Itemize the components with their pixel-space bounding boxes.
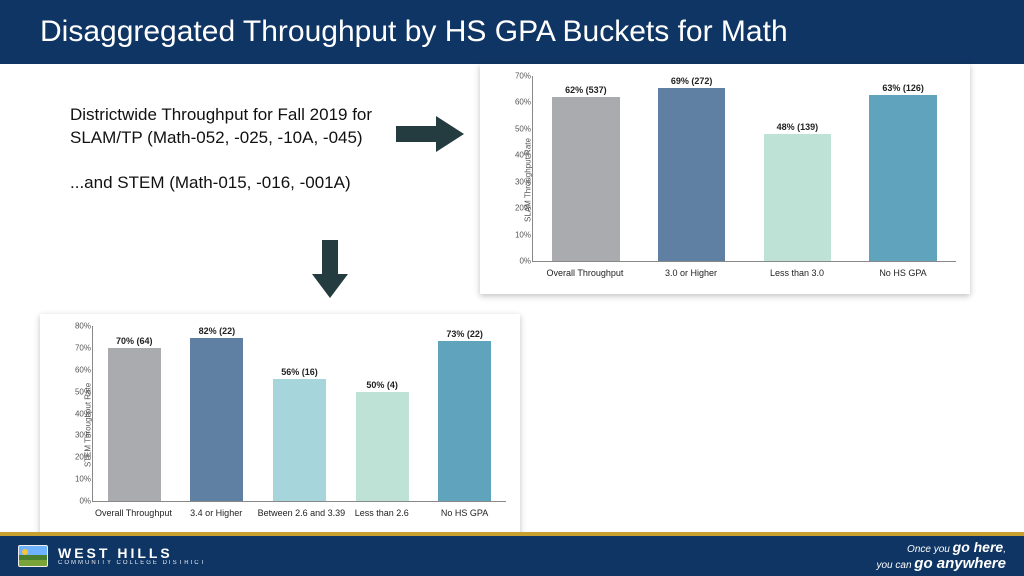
slide-body: Districtwide Throughput for Fall 2019 fo… bbox=[0, 64, 1024, 532]
x-category: Less than 3.0 bbox=[744, 262, 850, 288]
x-category: No HS GPA bbox=[850, 262, 956, 288]
bar bbox=[552, 97, 620, 261]
slam-chart-xaxis: Overall Throughput3.0 or HigherLess than… bbox=[532, 262, 956, 288]
ytick: 40% bbox=[511, 151, 531, 160]
stem-chart-bars: 70% (64) 82% (22) 56% (16) 50% (4) 73% (22) bbox=[93, 326, 506, 501]
bar-value-label: 50% (4) bbox=[366, 380, 398, 390]
bar-value-label: 82% (22) bbox=[199, 326, 236, 336]
arrow-right-icon bbox=[396, 114, 466, 154]
bar-wrap: 50% (4) bbox=[341, 326, 424, 501]
bar-wrap: 48% (139) bbox=[745, 76, 851, 261]
ytick: 30% bbox=[71, 431, 91, 440]
bar-wrap: 73% (22) bbox=[423, 326, 506, 501]
ytick: 40% bbox=[71, 409, 91, 418]
arrow-down-icon bbox=[310, 240, 350, 300]
x-category: 3.4 or Higher bbox=[175, 502, 258, 528]
slam-chart: SLAM Throughput Rate 62% (537)69% (272)4… bbox=[480, 64, 970, 294]
bar bbox=[108, 348, 161, 501]
footer-motto: Once you go here, you can go anywhere bbox=[876, 540, 1006, 571]
stem-chart-xaxis: Overall Throughput3.4 or HigherBetween 2… bbox=[92, 502, 506, 528]
x-category: Overall Throughput bbox=[532, 262, 638, 288]
x-category: Less than 2.6 bbox=[340, 502, 423, 528]
bar-wrap: 82% (22) bbox=[176, 326, 259, 501]
footer-brand: WEST HILLS COMMUNITY COLLEGE DISTRICT bbox=[18, 545, 206, 567]
bar-value-label: 48% (139) bbox=[777, 122, 819, 132]
description-block: Districtwide Throughput for Fall 2019 fo… bbox=[70, 104, 390, 217]
bar-wrap: 56% (16) bbox=[258, 326, 341, 501]
slam-chart-bars: 62% (537) 69% (272) 48% (139) 63% (126) bbox=[533, 76, 956, 261]
bar-value-label: 63% (126) bbox=[882, 83, 924, 93]
bar bbox=[658, 88, 726, 261]
desc-stem: ...and STEM (Math-015, -016, -001A) bbox=[70, 172, 390, 195]
ytick: 10% bbox=[511, 230, 531, 239]
bar-wrap: 70% (64) bbox=[93, 326, 176, 501]
x-category: Between 2.6 and 3.39 bbox=[258, 502, 341, 528]
ytick: 80% bbox=[71, 322, 91, 331]
ytick: 70% bbox=[71, 343, 91, 352]
ytick: 60% bbox=[511, 98, 531, 107]
footer: WEST HILLS COMMUNITY COLLEGE DISTRICT On… bbox=[0, 532, 1024, 576]
slam-chart-plot: 62% (537)69% (272)48% (139)63% (126) 0%1… bbox=[532, 76, 956, 262]
stem-chart: STEM Throughput Rate 70% (64)82% (22)56%… bbox=[40, 314, 520, 534]
bar-wrap: 62% (537) bbox=[533, 76, 639, 261]
x-category: 3.0 or Higher bbox=[638, 262, 744, 288]
brand-logo-icon bbox=[18, 545, 48, 567]
motto-line-1: Once you go here, bbox=[876, 540, 1006, 556]
brand-top: WEST HILLS bbox=[58, 546, 206, 560]
title-bar: Disaggregated Throughput by HS GPA Bucke… bbox=[0, 0, 1024, 64]
bar bbox=[438, 341, 491, 501]
ytick: 70% bbox=[511, 72, 531, 81]
bar-value-label: 62% (537) bbox=[565, 85, 607, 95]
bar-wrap: 63% (126) bbox=[850, 76, 956, 261]
bar bbox=[356, 392, 409, 501]
ytick: 10% bbox=[71, 475, 91, 484]
bar bbox=[764, 134, 832, 261]
bar bbox=[869, 95, 937, 262]
ytick: 50% bbox=[71, 387, 91, 396]
page-title: Disaggregated Throughput by HS GPA Bucke… bbox=[40, 15, 788, 49]
ytick: 0% bbox=[511, 257, 531, 266]
ytick: 30% bbox=[511, 177, 531, 186]
desc-slam: Districtwide Throughput for Fall 2019 fo… bbox=[70, 104, 390, 150]
x-category: No HS GPA bbox=[423, 502, 506, 528]
ytick: 50% bbox=[511, 124, 531, 133]
ytick: 0% bbox=[71, 497, 91, 506]
brand-text: WEST HILLS COMMUNITY COLLEGE DISTRICT bbox=[58, 546, 206, 566]
stem-chart-plot: 70% (64)82% (22)56% (16)50% (4)73% (22) … bbox=[92, 326, 506, 502]
bar-value-label: 73% (22) bbox=[446, 329, 483, 339]
bar bbox=[190, 338, 243, 501]
ytick: 20% bbox=[71, 453, 91, 462]
bar-value-label: 69% (272) bbox=[671, 76, 713, 86]
ytick: 60% bbox=[71, 365, 91, 374]
bar bbox=[273, 379, 326, 502]
slide: Disaggregated Throughput by HS GPA Bucke… bbox=[0, 0, 1024, 576]
motto-line-2: you can go anywhere bbox=[876, 556, 1006, 572]
brand-bottom: COMMUNITY COLLEGE DISTRICT bbox=[58, 560, 206, 566]
bar-wrap: 69% (272) bbox=[639, 76, 745, 261]
bar-value-label: 70% (64) bbox=[116, 336, 153, 346]
x-category: Overall Throughput bbox=[92, 502, 175, 528]
ytick: 20% bbox=[511, 204, 531, 213]
bar-value-label: 56% (16) bbox=[281, 367, 318, 377]
